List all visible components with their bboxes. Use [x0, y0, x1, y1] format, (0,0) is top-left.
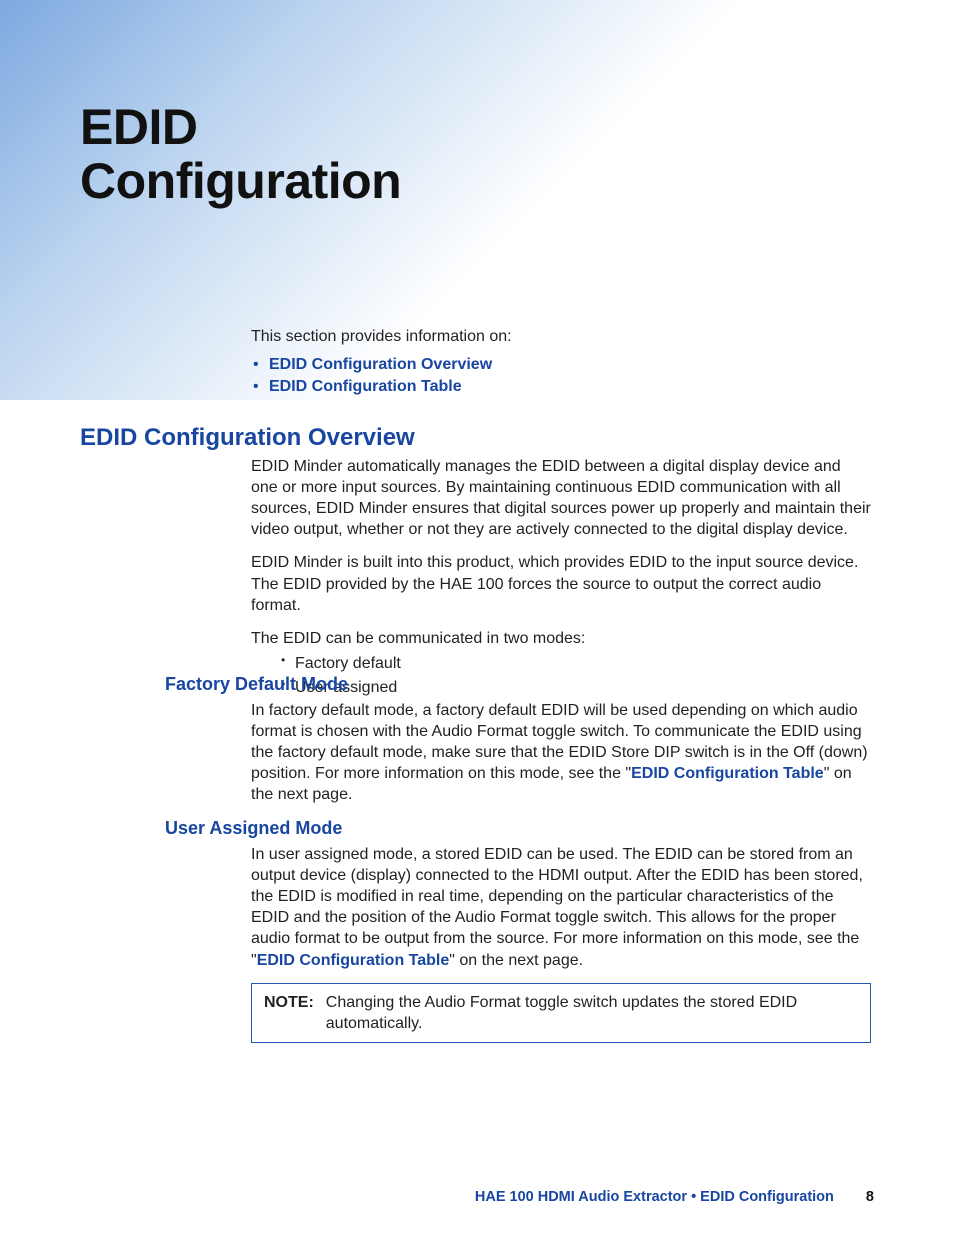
intro-lead-text: This section provides information on: [251, 328, 871, 346]
footer-text: HAE 100 HDMI Audio Extractor • EDID Conf… [475, 1189, 834, 1205]
factory-link-table[interactable]: EDID Configuration Table [631, 765, 824, 782]
page-footer: HAE 100 HDMI Audio Extractor • EDID Conf… [475, 1189, 874, 1205]
mode-item-factory: Factory default [281, 653, 871, 674]
document-page: EDID Configuration This section provides… [0, 0, 954, 1235]
heading-overview: EDID Configuration Overview [80, 424, 415, 452]
overview-modes-list: Factory default User assigned [281, 653, 871, 698]
heading-user-assigned: User Assigned Mode [165, 818, 342, 839]
factory-body: In factory default mode, a factory defau… [251, 700, 871, 818]
note-box: NOTE: Changing the Audio Format toggle s… [251, 983, 871, 1043]
heading-factory-default: Factory Default Mode [165, 674, 348, 695]
toc-link-table[interactable]: EDID Configuration Table [269, 378, 462, 395]
intro-toc-list: EDID Configuration Overview EDID Configu… [251, 356, 871, 396]
user-body: In user assigned mode, a stored EDID can… [251, 844, 871, 1043]
toc-link-overview[interactable]: EDID Configuration Overview [269, 356, 492, 373]
overview-p2: EDID Minder is built into this product, … [251, 552, 871, 615]
intro-block: This section provides information on: ED… [251, 328, 871, 400]
user-text-pre: In user assigned mode, a stored EDID can… [251, 846, 863, 969]
note-text: Changing the Audio Format toggle switch … [326, 992, 858, 1034]
user-text-post: " on the next page. [449, 952, 583, 969]
user-paragraph: In user assigned mode, a stored EDID can… [251, 844, 871, 971]
user-link-table[interactable]: EDID Configuration Table [257, 952, 450, 969]
overview-p1: EDID Minder automatically manages the ED… [251, 456, 871, 540]
page-title: EDID Configuration [80, 100, 401, 208]
note-label: NOTE: [264, 992, 314, 1034]
overview-p3: The EDID can be communicated in two mode… [251, 628, 871, 649]
factory-paragraph: In factory default mode, a factory defau… [251, 700, 871, 806]
footer-page-number: 8 [866, 1189, 874, 1205]
mode-item-user: User assigned [281, 677, 871, 698]
overview-body: EDID Minder automatically manages the ED… [251, 456, 871, 706]
